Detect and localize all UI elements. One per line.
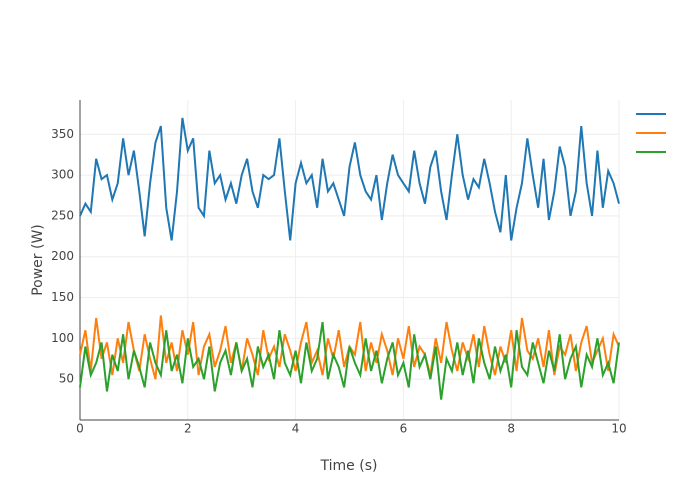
series-line [79, 321, 620, 400]
y-axis-title: Power (W) [30, 224, 46, 296]
y-tick-label: 150 [51, 290, 74, 304]
x-tick-label: 0 [76, 422, 84, 436]
x-tick-label: 8 [507, 422, 515, 436]
series-line [79, 117, 620, 241]
y-tick-label: 300 [51, 168, 74, 182]
y-tick-label: 250 [51, 208, 74, 222]
y-tick-label: 50 [59, 372, 74, 386]
x-tick-label: 6 [400, 422, 408, 436]
y-tick-label: 200 [51, 249, 74, 263]
y-tick-label: 100 [51, 331, 74, 345]
x-tick-label: 4 [292, 422, 300, 436]
x-tick-label: 10 [611, 422, 626, 436]
x-axis-title: Time (s) [320, 458, 378, 474]
y-tick-label: 350 [51, 127, 74, 141]
x-tick-label: 2 [184, 422, 192, 436]
